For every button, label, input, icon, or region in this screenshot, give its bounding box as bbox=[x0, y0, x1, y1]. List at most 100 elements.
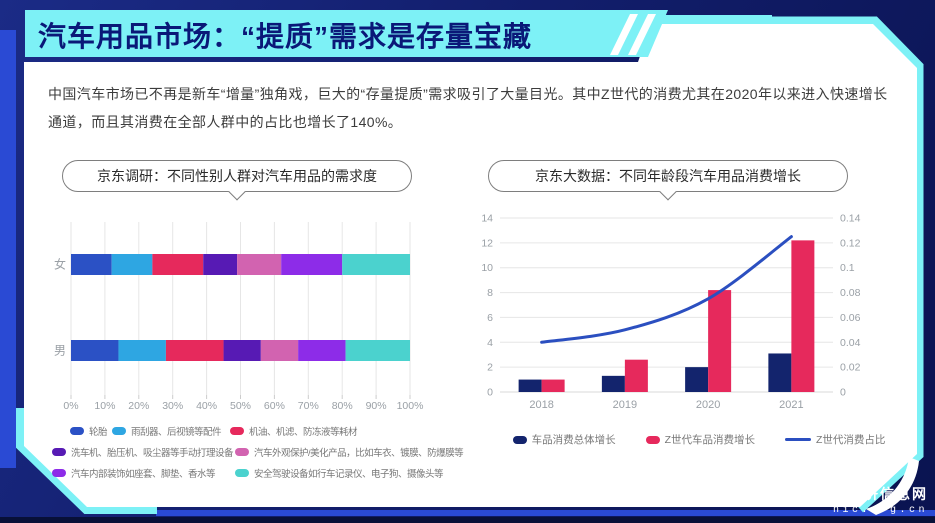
x-tick-label: 50% bbox=[230, 400, 251, 412]
bar-genz bbox=[708, 290, 732, 392]
legend-label: Z世代消费占比 bbox=[816, 434, 886, 446]
legend-item: 车品消费总体增长 bbox=[512, 432, 616, 447]
x-tick-label: 20% bbox=[128, 400, 149, 412]
header-slash-icon bbox=[610, 14, 638, 55]
age-consumption-chart: 0 0 2 0.02 4 0.04 6 0.06 8 0.08 10 0.1 12 0.12 14 0.14 2… bbox=[480, 208, 920, 423]
bar-total bbox=[518, 379, 542, 392]
legend-label: 洗车机、胎压机、吸尘器等手动打理设备 bbox=[71, 448, 234, 459]
legend-label: 汽车内部装饰如座套、脚垫、香水等 bbox=[71, 469, 216, 480]
bar-genz bbox=[541, 379, 565, 392]
year-label: 2020 bbox=[696, 399, 720, 411]
bar-segment bbox=[111, 254, 153, 275]
x-tick-label: 90% bbox=[366, 400, 387, 412]
legend-item: 机油、机滤、防冻液等耗材 bbox=[230, 424, 358, 438]
right-chart-title: 京东大数据：不同年龄段汽车用品消费增长 bbox=[535, 168, 801, 184]
left-chart-title: 京东调研：不同性别人群对汽车用品的需求度 bbox=[97, 168, 377, 184]
bar-segment bbox=[237, 254, 282, 275]
bottom-blue-bar bbox=[156, 510, 935, 516]
bar-segment bbox=[345, 340, 410, 361]
right-axis-tick-label: 0.02 bbox=[840, 362, 861, 374]
age-consumption-chart-svg: 0 0 2 0.02 4 0.04 6 0.06 8 0.08 10 0.1 12 0.12 14 0.14 2… bbox=[481, 213, 861, 412]
year-label: 2021 bbox=[779, 399, 803, 411]
legend-label: 汽车外观保护/美化产品，比如车衣、镀膜、防爆膜等 bbox=[254, 448, 464, 459]
legend-marker-icon bbox=[645, 435, 660, 444]
bar-segment bbox=[165, 340, 224, 361]
right-axis-tick-label: 0 bbox=[840, 387, 846, 399]
legend-marker-icon bbox=[70, 427, 84, 435]
right-axis-tick-label: 0.08 bbox=[840, 287, 861, 299]
watermark-text: 经济信息网 bbox=[848, 486, 928, 502]
legend-label: 雨刮器、后视镜等配件 bbox=[131, 427, 222, 438]
header-slash-icon bbox=[628, 14, 656, 55]
x-tick-label: 40% bbox=[196, 400, 217, 412]
legend-item: Z世代消费占比 bbox=[785, 432, 885, 447]
bar-segment bbox=[118, 340, 166, 361]
bar-total bbox=[685, 367, 709, 392]
year-label: 2018 bbox=[529, 399, 553, 411]
legend-marker-icon bbox=[230, 427, 244, 435]
header-top-strip bbox=[646, 15, 772, 24]
bar-segment bbox=[152, 254, 204, 275]
x-tick-label: 100% bbox=[397, 400, 424, 412]
legend-item: 汽车内部装饰如座套、脚垫、香水等 bbox=[52, 466, 216, 480]
legend-item: Z世代车品消费增长 bbox=[645, 432, 755, 447]
left-axis-tick-label: 12 bbox=[481, 237, 493, 249]
legend-line-marker-icon bbox=[785, 438, 811, 441]
left-axis-tick-label: 10 bbox=[481, 262, 493, 274]
bottom-dark-strip bbox=[0, 517, 935, 523]
watermark-url: nic.org.cn bbox=[832, 505, 928, 516]
left-edge-strip bbox=[0, 30, 16, 468]
panel-border-bottom-left bbox=[16, 408, 157, 514]
right-axis-tick-label: 0.04 bbox=[840, 337, 861, 349]
right-axis-tick-label: 0.06 bbox=[840, 312, 861, 324]
right-axis-tick-label: 0.14 bbox=[840, 213, 861, 225]
legend-marker-icon bbox=[112, 427, 126, 435]
legend-item: 洗车机、胎压机、吸尘器等手动打理设备 bbox=[52, 445, 234, 459]
bar-segment bbox=[71, 254, 112, 275]
intro-paragraph: 中国汽车市场已不再是新车“增量”独角戏，巨大的“存量提质”需求吸引了大量目光。其… bbox=[48, 86, 888, 130]
bar-genz bbox=[791, 240, 815, 392]
bar-total bbox=[768, 353, 792, 392]
legend-marker-icon bbox=[512, 435, 527, 444]
age-consumption-legend: 车品消费总体增长 Z世代车品消费增长 Z世代消费占比 bbox=[478, 432, 920, 447]
x-tick-label: 10% bbox=[94, 400, 115, 412]
legend-item: 汽车外观保护/美化产品，比如车衣、镀膜、防爆膜等 bbox=[235, 445, 464, 459]
x-tick-label: 0% bbox=[63, 400, 78, 412]
watermark: 经济信息网 nic.org.cn bbox=[833, 484, 928, 516]
left-axis-tick-label: 14 bbox=[481, 213, 493, 225]
bar-segment bbox=[342, 254, 410, 275]
left-axis-tick-label: 4 bbox=[487, 337, 493, 349]
panel-border-right bbox=[770, 16, 924, 513]
bar-segment bbox=[260, 340, 299, 361]
bar-total bbox=[601, 375, 625, 392]
legend-label: 安全驾驶设备如行车记录仪、电子狗、摄像头等 bbox=[254, 469, 444, 480]
legend-marker-icon bbox=[52, 469, 66, 477]
legend-item: 轮胎 bbox=[70, 424, 108, 438]
category-label: 男 bbox=[54, 344, 66, 358]
left-axis-tick-label: 2 bbox=[487, 362, 493, 374]
bar-segment bbox=[281, 254, 343, 275]
left-axis-tick-label: 6 bbox=[487, 312, 493, 324]
left-axis-tick-label: 0 bbox=[487, 387, 493, 399]
bar-segment bbox=[203, 254, 238, 275]
x-tick-label: 30% bbox=[162, 400, 183, 412]
legend-label: Z世代车品消费增长 bbox=[664, 434, 755, 446]
year-label: 2019 bbox=[613, 399, 637, 411]
legend-marker-icon bbox=[52, 448, 66, 456]
legend-marker-icon bbox=[235, 448, 249, 456]
x-tick-label: 60% bbox=[264, 400, 285, 412]
x-tick-label: 70% bbox=[298, 400, 319, 412]
gender-demand-legend: 轮胎 雨刮器、后视镜等配件 机油、机滤、防冻液等耗材洗车机、胎压机、吸尘器等手动打理… bbox=[52, 424, 472, 490]
page-title: 汽车用品市场：“提质”需求是存量宝藏 bbox=[38, 21, 533, 52]
gender-demand-chart: 0% 10% 20% 30% 40% 50% 60% 70% 80% 90% 100% 女男 bbox=[48, 212, 433, 417]
legend-marker-icon bbox=[235, 469, 249, 477]
bar-segment bbox=[71, 340, 119, 361]
bar-segment bbox=[223, 340, 261, 361]
right-chart-title-bubble: 京东大数据：不同年龄段汽车用品消费增长 bbox=[488, 160, 848, 192]
category-label: 女 bbox=[54, 257, 66, 272]
legend-item: 雨刮器、后视镜等配件 bbox=[112, 424, 222, 438]
left-axis-tick-label: 8 bbox=[487, 287, 493, 299]
left-chart-title-bubble: 京东调研：不同性别人群对汽车用品的需求度 bbox=[62, 160, 412, 192]
line-series-path bbox=[540, 235, 793, 344]
